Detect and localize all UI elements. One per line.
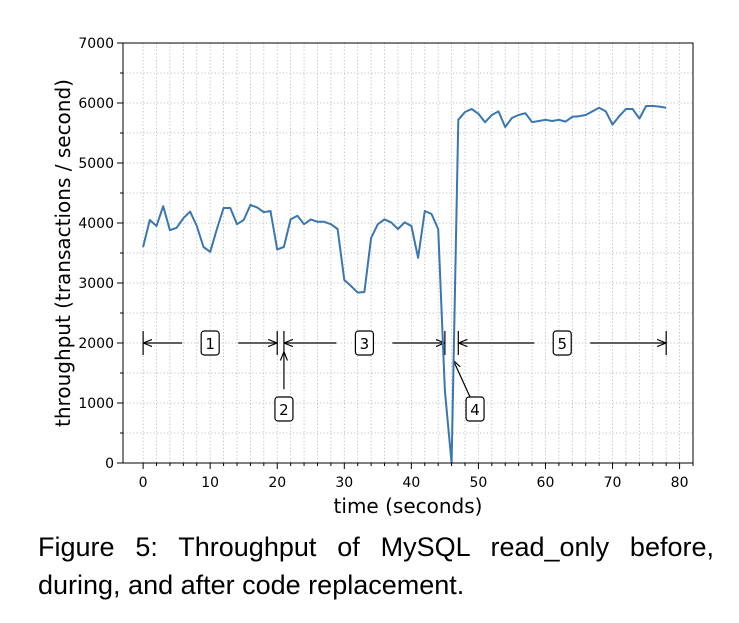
annotation-label-box bbox=[465, 396, 485, 422]
annotation-label: 4 bbox=[470, 401, 480, 419]
y-tick-label: 5000 bbox=[78, 156, 114, 172]
annotation-label-box bbox=[200, 330, 220, 356]
annotation-label: 2 bbox=[279, 401, 289, 419]
y-tick-label: 3000 bbox=[78, 276, 114, 292]
y-tick-label: 7000 bbox=[78, 36, 114, 52]
throughput-chart: 1 3 5 2 4 0 10 20 30 40 50 60 70 80 0 1000 2000 3000 4000… bbox=[51, 36, 694, 518]
y-axis-label: throughput (transactions / second) bbox=[51, 79, 75, 427]
annotation-label: 3 bbox=[360, 335, 370, 353]
y-tick-label: 0 bbox=[105, 456, 114, 472]
x-tick-label: 60 bbox=[537, 475, 555, 491]
annotation-label: 1 bbox=[205, 335, 215, 353]
y-tick-label: 2000 bbox=[78, 336, 114, 352]
throughput-line bbox=[142, 105, 667, 464]
figure-caption: Figure 5: Throughput of MySQL read_only … bbox=[38, 532, 714, 600]
x-tick-label: 80 bbox=[671, 475, 689, 491]
x-tick-label: 20 bbox=[268, 475, 286, 491]
axis-ticks: 0 10 20 30 40 50 60 70 80 0 1000 2000 3000 4000 5000 60… bbox=[78, 36, 694, 491]
annotation-label-box bbox=[552, 330, 572, 356]
x-tick-label: 40 bbox=[402, 475, 420, 491]
annotation-label-box bbox=[354, 330, 375, 356]
x-tick-label: 10 bbox=[201, 475, 219, 491]
x-axis-label: time (seconds) bbox=[334, 494, 483, 518]
annotation-label-box bbox=[274, 396, 294, 422]
point-arrow bbox=[454, 361, 471, 398]
x-tick-label: 50 bbox=[469, 475, 487, 491]
series-line-layer bbox=[142, 105, 667, 464]
x-tick-label: 0 bbox=[139, 475, 148, 491]
y-tick-label: 1000 bbox=[78, 396, 114, 412]
y-tick-label: 4000 bbox=[78, 216, 114, 232]
y-tick-label: 6000 bbox=[78, 96, 114, 112]
x-tick-label: 70 bbox=[604, 475, 622, 491]
x-tick-label: 30 bbox=[335, 475, 353, 491]
annotations: 1 3 5 2 4 bbox=[142, 330, 667, 422]
annotation-label: 5 bbox=[557, 335, 567, 353]
grid bbox=[123, 42, 694, 464]
